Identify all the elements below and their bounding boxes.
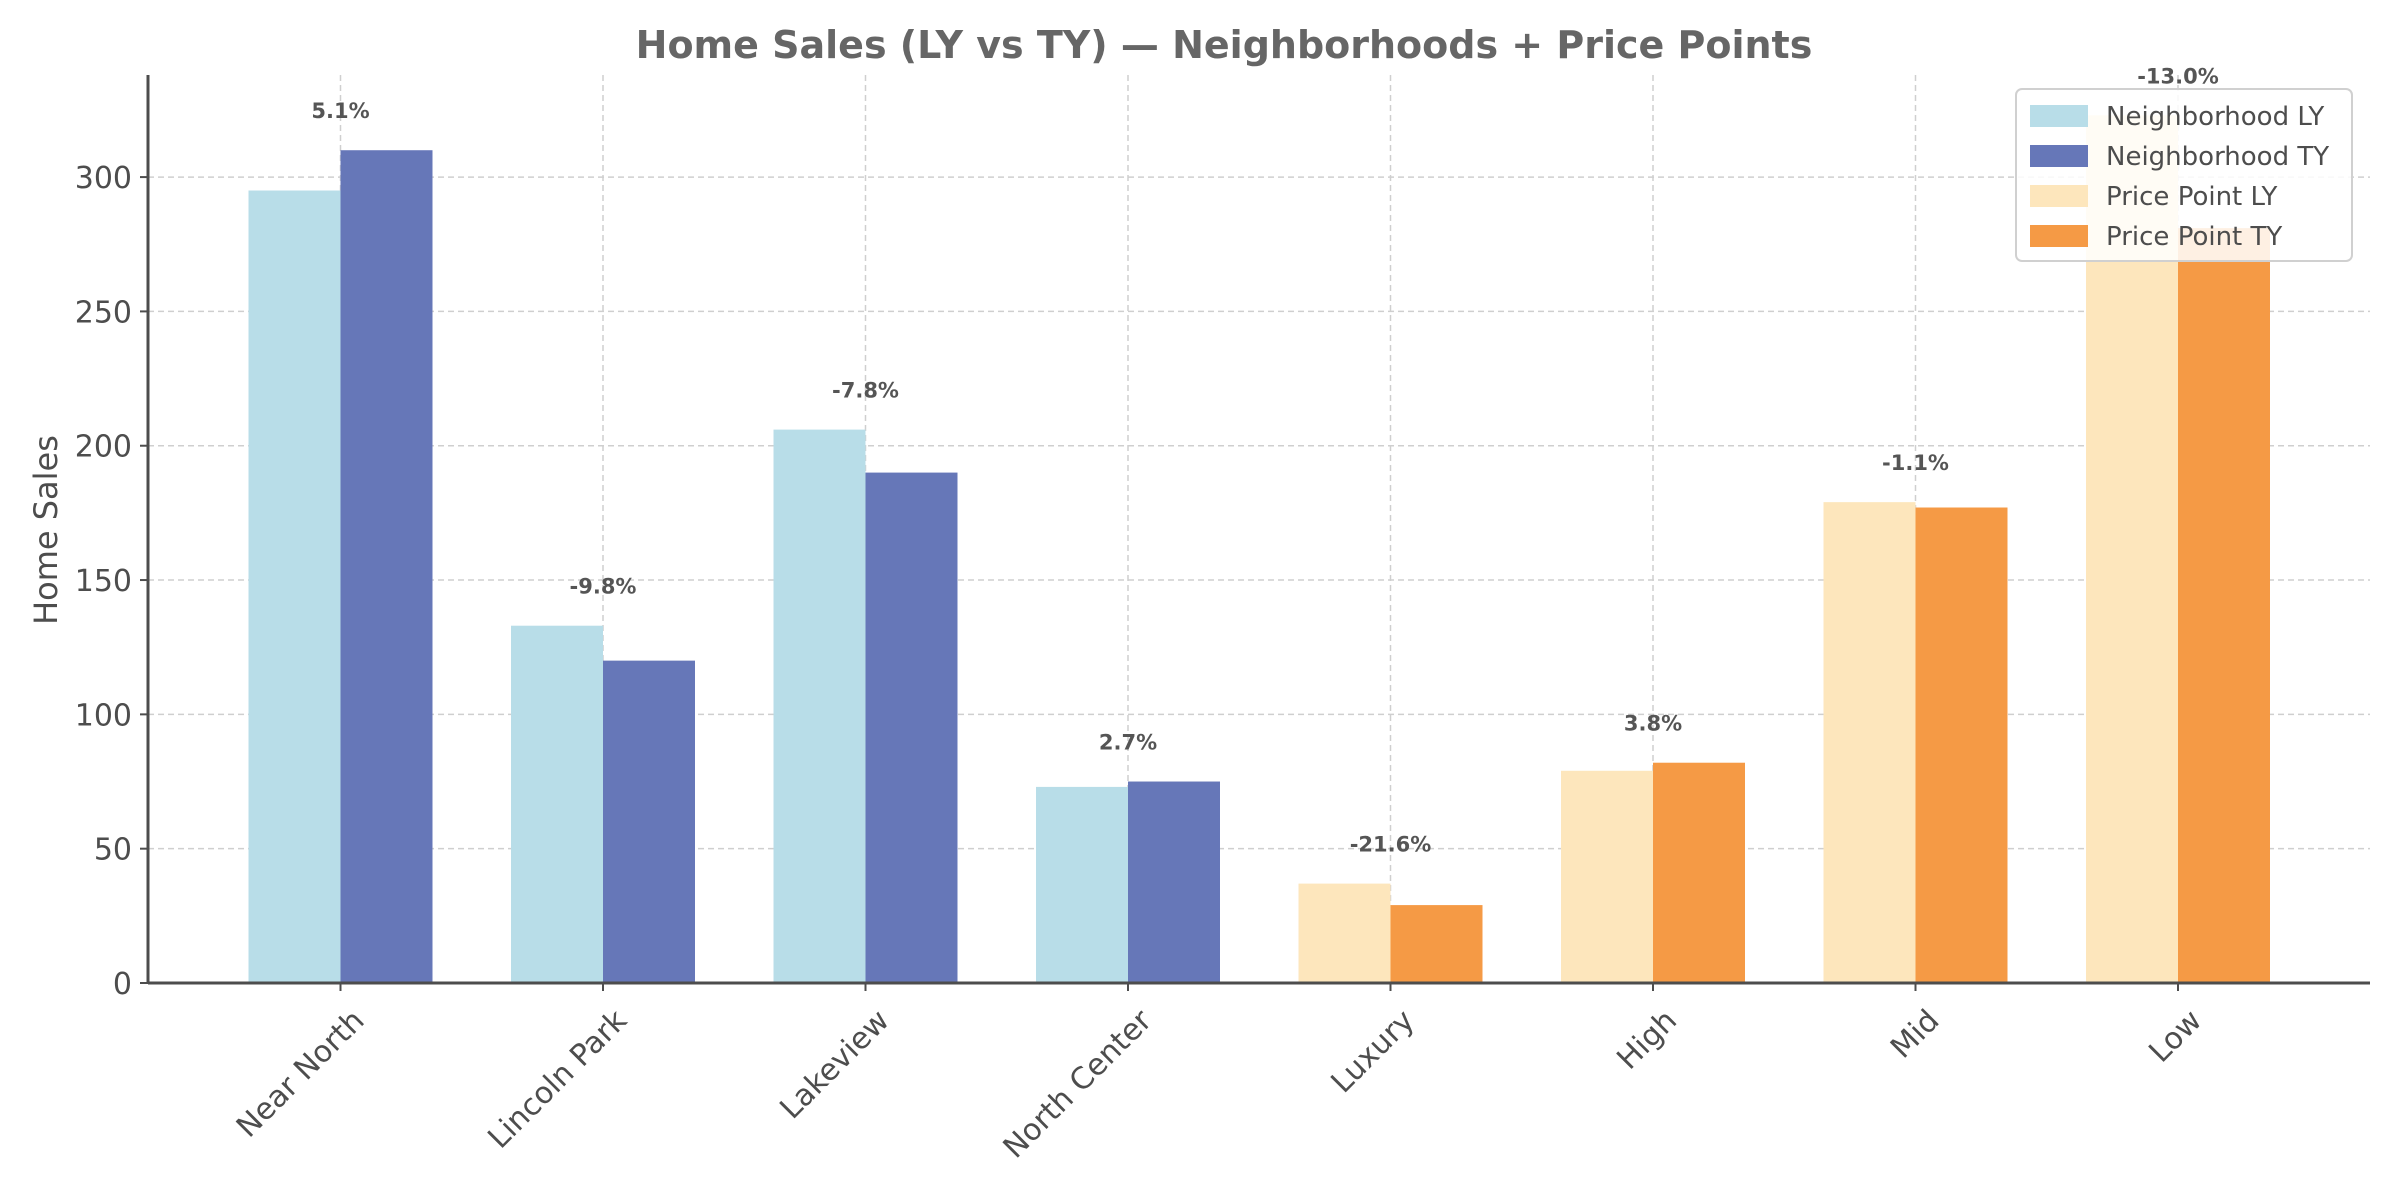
bars: Neighborhood LY: 295Neighborhood TY: 310… xyxy=(248,115,2270,984)
legend-swatch xyxy=(2030,185,2088,207)
change-label: 3.8% xyxy=(1624,712,1682,736)
bar-high-price-point-ty: Price Point TY: 82 xyxy=(1653,762,1745,983)
x-tick-label: Near North xyxy=(230,1003,371,1144)
axes xyxy=(140,75,2370,991)
change-label: -21.6% xyxy=(1350,833,1432,857)
change-label: 5.1% xyxy=(311,99,369,123)
y-tick-label: 100 xyxy=(75,698,132,733)
legend-entry-label: Price Point LY xyxy=(2106,182,2278,212)
change-label: -13.0% xyxy=(2137,64,2219,88)
bar-luxury-price-point-ly: Price Point LY: 37 xyxy=(1298,883,1391,983)
legend-frame xyxy=(2015,88,2353,262)
legend-entry-label: Neighborhood LY xyxy=(2106,102,2324,132)
bar-north-center-neighborhood-ty: Neighborhood TY: 75 xyxy=(1128,781,1220,983)
y-tick-label: 150 xyxy=(75,564,132,599)
legend-entry-label: Price Point TY xyxy=(2106,222,2282,252)
bar-lincoln-park-neighborhood-ly: Neighborhood LY: 133 xyxy=(511,625,603,983)
x-tick-label: Luxury xyxy=(1325,1003,1422,1100)
y-tick-label: 250 xyxy=(75,295,132,330)
change-label: 2.7% xyxy=(1099,731,1157,755)
y-tick-label: 300 xyxy=(75,161,132,196)
x-tick-label: North Center xyxy=(997,1003,1160,1166)
change-label: -7.8% xyxy=(832,379,899,403)
bar-mid-price-point-ly: Price Point LY: 179 xyxy=(1823,502,1916,983)
legend-swatch xyxy=(2030,145,2088,167)
bar-lakeview-neighborhood-ty: Neighborhood TY: 190 xyxy=(865,472,958,983)
x-tick-label: Mid xyxy=(1884,1003,1946,1065)
bar-north-center-neighborhood-ly: Neighborhood LY: 73 xyxy=(1036,786,1128,983)
bar-luxury-price-point-ty: Price Point TY: 29 xyxy=(1390,905,1483,983)
change-label: -9.8% xyxy=(570,575,637,599)
x-tick-label: Lakeview xyxy=(773,1003,896,1126)
y-tick-label: 50 xyxy=(94,833,132,868)
y-tick-label: 0 xyxy=(113,967,132,1002)
change-label: -1.1% xyxy=(1882,451,1949,475)
x-tick-label: Low xyxy=(2142,1003,2209,1070)
bar-mid-price-point-ty: Price Point TY: 177 xyxy=(1915,507,2008,983)
legend-swatch xyxy=(2030,105,2088,127)
x-tick-label: High xyxy=(1610,1003,1684,1077)
bar-lakeview-neighborhood-ly: Neighborhood LY: 206 xyxy=(773,429,866,984)
legend-entry-label: Neighborhood TY xyxy=(2106,142,2329,172)
x-tick-label: Lincoln Park xyxy=(481,1003,634,1156)
bar-near-north-neighborhood-ty: Neighborhood TY: 310 xyxy=(340,150,433,983)
y-axis-label: Home Sales xyxy=(27,435,65,625)
chart-title: Home Sales (LY vs TY) — Neighborhoods + … xyxy=(636,23,1813,67)
bar-low-price-point-ty: Price Point TY: 281 xyxy=(2178,228,2270,983)
bar-high-price-point-ly: Price Point LY: 79 xyxy=(1561,770,1653,983)
legend[interactable]: Neighborhood LY Neighborhood TY Price Poin… xyxy=(2015,88,2353,262)
bar-near-north-neighborhood-ly: Neighborhood LY: 295 xyxy=(248,190,341,984)
y-tick-label: 200 xyxy=(75,430,132,465)
legend-swatch xyxy=(2030,225,2088,247)
bar-lincoln-park-neighborhood-ty: Neighborhood TY: 120 xyxy=(603,660,695,983)
